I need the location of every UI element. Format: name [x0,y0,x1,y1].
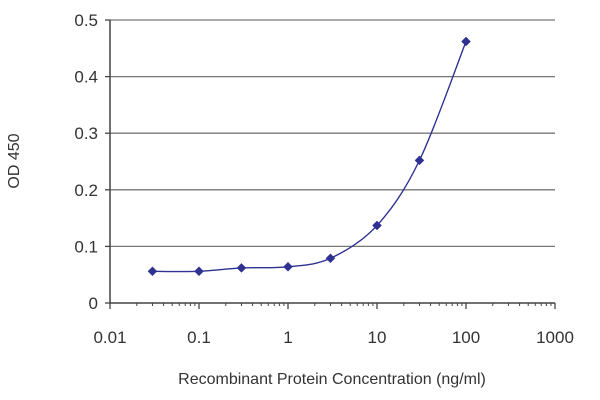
y-tick-label: 0.5 [74,11,98,30]
y-tick-label: 0.2 [74,181,98,200]
y-axis-label: OD 450 [6,133,23,188]
data-point-marker [283,261,293,272]
x-tick-label: 0.01 [93,328,126,347]
y-tick-label: 0.3 [74,124,98,143]
y-tick-label: 0 [89,294,98,313]
series-layer [147,36,471,277]
x-tick-label: 100 [452,328,480,347]
x-tick-label: 0.1 [187,328,211,347]
data-point-marker [372,220,382,231]
x-axis-label: Recombinant Protein Concentration (ng/ml… [178,371,486,388]
data-point-marker [147,266,158,277]
data-point-marker [461,36,471,47]
data-point-marker [194,266,204,277]
series-line [152,41,467,273]
y-tick-label: 0.4 [74,68,98,87]
data-point-marker [325,253,336,264]
data-point-marker [236,263,247,273]
x-tick-label: 10 [368,328,387,347]
grid-layer [110,19,555,248]
x-tick-label: 1000 [536,328,574,347]
y-tick-label: 0.1 [74,237,98,256]
tick-labels: 0 0.1 0.2 0.3 0.4 0.5 0.01 0.1 1 10 100 1000 [74,11,574,347]
data-point-marker [414,155,425,166]
axes-layer [105,19,556,309]
x-tick-label: 1 [283,328,292,347]
